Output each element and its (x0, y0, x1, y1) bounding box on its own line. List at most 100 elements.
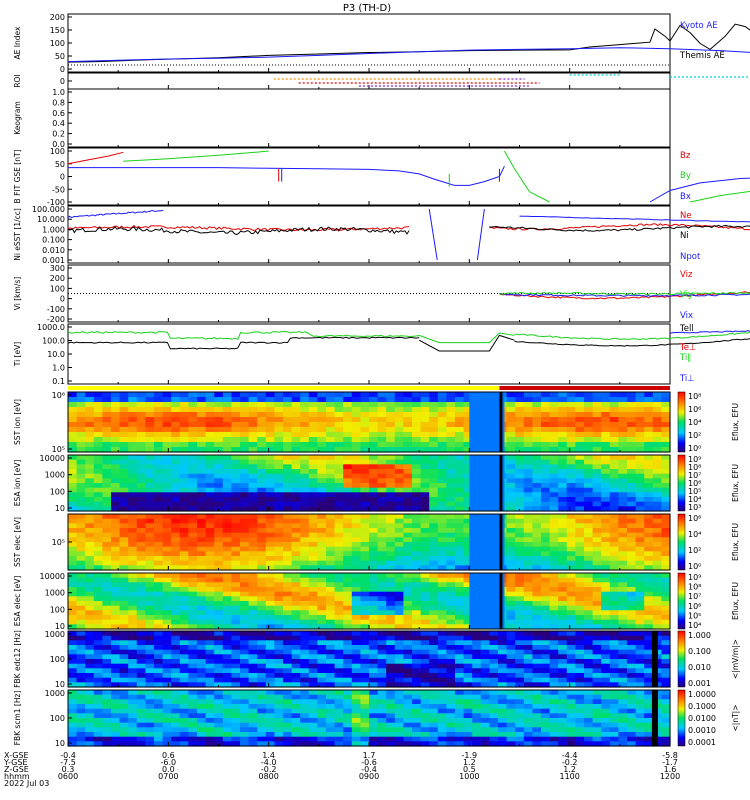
spectro-cell (446, 442, 456, 448)
spectro-cell (403, 624, 413, 630)
spectro-cell (240, 442, 250, 448)
spectro-cell (197, 518, 207, 524)
spectro-cell (102, 487, 112, 493)
spectro-cell (549, 659, 559, 665)
spectro-cell (119, 432, 129, 438)
spectro-cell (257, 455, 267, 461)
spectro-cell (136, 587, 146, 593)
spectro-cell (515, 649, 525, 655)
spectro-cell (351, 497, 361, 503)
spectro-cell (592, 654, 602, 660)
spectro-cell (429, 523, 439, 529)
spectro-cell (145, 591, 155, 597)
spectro-cell (154, 732, 164, 738)
spectro-cell (265, 546, 275, 552)
spectro-cell (446, 654, 456, 660)
spectro-cell (214, 532, 224, 538)
spectro-cell (627, 506, 637, 512)
spectro-cell (274, 464, 284, 470)
spectro-cell (515, 556, 525, 562)
spectro-cell (334, 587, 344, 593)
spectro-cell (455, 668, 465, 674)
spectro-cell (644, 397, 654, 403)
spectro-cell (437, 422, 447, 428)
spectro-cell (343, 663, 353, 669)
spectro-cell (351, 447, 361, 453)
spectro-cell (506, 619, 516, 625)
spectro-cell (197, 659, 207, 665)
spectro-cell (240, 591, 250, 597)
spectro-cell (377, 514, 387, 520)
legend-bx: Bx (680, 192, 691, 202)
spectro-cell (145, 587, 155, 593)
spectro-cell (627, 437, 637, 443)
spectro-cell (231, 473, 241, 479)
spectro-cell (377, 501, 387, 507)
spectro-cell (154, 397, 164, 403)
spectro-cell (334, 677, 344, 683)
spectro-cell (420, 565, 430, 571)
spectro-cell (627, 478, 637, 484)
spectro-cell (283, 573, 293, 579)
spectro-cell (661, 528, 671, 534)
spectro-cell (76, 447, 86, 453)
spectro-cell (609, 582, 619, 588)
spectro-cell (403, 464, 413, 470)
spectro-cell (205, 483, 215, 489)
spectro-cell (463, 654, 473, 660)
spectro-cell (480, 649, 490, 655)
spectro-cell (420, 497, 430, 503)
spectro-cell (231, 422, 241, 428)
spectro-cell (283, 483, 293, 489)
spectro-cell (627, 640, 637, 646)
spectro-cell (549, 407, 559, 413)
spectro-cell (291, 573, 301, 579)
spectro-cell (68, 551, 78, 557)
spectro-cell (162, 487, 172, 493)
spectro-cell (343, 392, 353, 398)
spectro-cell (102, 560, 112, 566)
spectro-cell (334, 546, 344, 552)
spectro-cell (240, 732, 250, 738)
spectro-cell (627, 556, 637, 562)
spectro-cell (257, 492, 267, 498)
spectro-cell (394, 610, 404, 616)
spectro-cell (111, 459, 121, 465)
spectro-cell (145, 402, 155, 408)
spectro-cell (541, 464, 551, 470)
spectro-cell (609, 654, 619, 660)
spectro-cell (197, 645, 207, 651)
spectro-cell (76, 722, 86, 728)
spectro-cell (394, 663, 404, 669)
spectro-cell (394, 615, 404, 621)
spectro-cell (506, 473, 516, 479)
spectro-cell (584, 560, 594, 566)
spectro-cell (601, 464, 611, 470)
spectro-cell (308, 514, 318, 520)
spectro-cell (506, 464, 516, 470)
spectro-cell (154, 473, 164, 479)
spectro-cell (394, 483, 404, 489)
spectro-cell (627, 668, 637, 674)
spectro-cell (609, 635, 619, 641)
spectro-cell (274, 582, 284, 588)
spectro-cell (644, 392, 654, 398)
spectro-cell (523, 528, 533, 534)
spectro-cell (609, 551, 619, 557)
spectro-cell (197, 469, 207, 475)
spectro-cell (222, 528, 232, 534)
spectro-cell (93, 596, 103, 602)
spectro-cell (76, 718, 86, 724)
spectro-cell (231, 699, 241, 705)
spectro-cell (369, 635, 379, 641)
spectro-cell (558, 402, 568, 408)
spectro-cell (351, 542, 361, 548)
spectro-cell (609, 427, 619, 433)
spectro-cell (369, 615, 379, 621)
spectro-cell (463, 528, 473, 534)
spectro-cell (532, 573, 542, 579)
spectro-cell (265, 497, 275, 503)
spectro-cell (317, 587, 327, 593)
spectro-cell (188, 407, 198, 413)
spectro-cell (635, 492, 645, 498)
